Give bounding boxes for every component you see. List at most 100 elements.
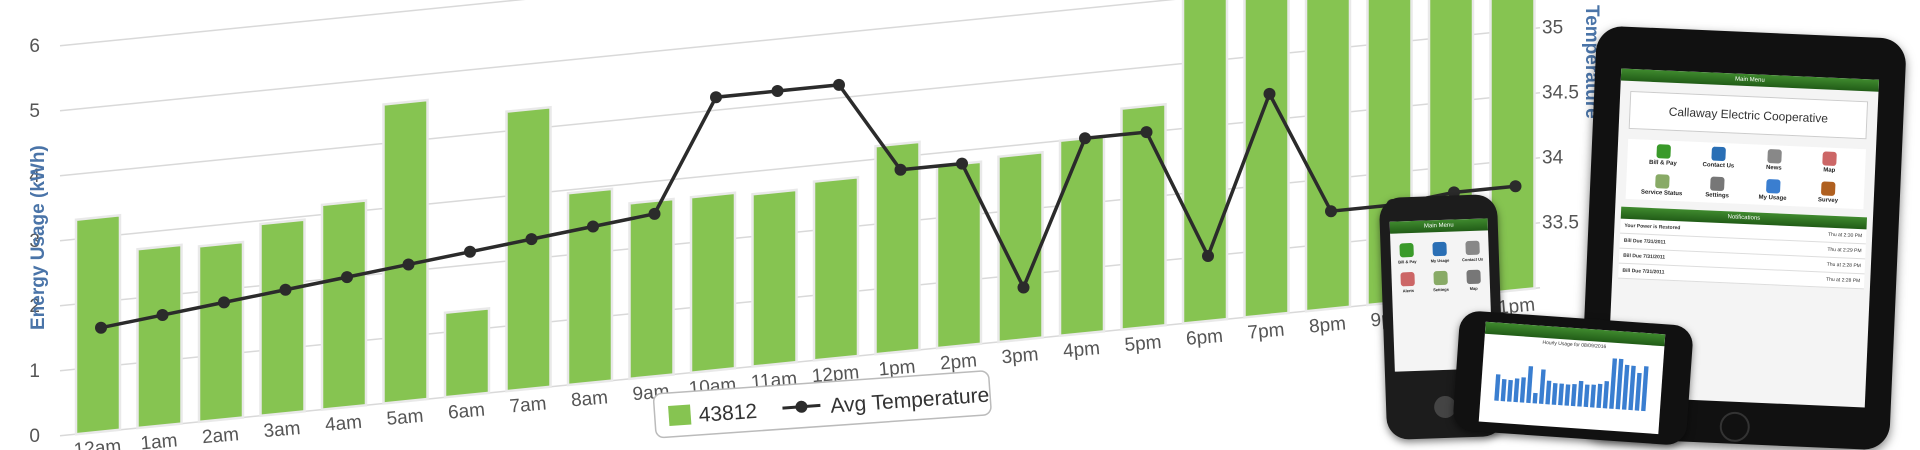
menu-item-label: Map bbox=[1469, 285, 1478, 292]
temperature-point-3am bbox=[279, 283, 292, 296]
tablet-menu-grid: Bill & Pay Contact Us News Map Service Statu… bbox=[1625, 138, 1866, 210]
y-tick-label: 1 bbox=[29, 361, 40, 382]
x-tick-label: 6pm bbox=[1185, 326, 1224, 350]
temperature-point-2am bbox=[218, 296, 230, 309]
bar-1pm bbox=[874, 140, 921, 356]
news-icon bbox=[1767, 148, 1782, 164]
y-tick-label: 3 bbox=[29, 231, 40, 252]
temperature-point-4am bbox=[341, 271, 353, 284]
menu-item-survey[interactable]: Survey bbox=[1802, 181, 1854, 205]
temperature-point-7pm bbox=[1263, 87, 1276, 100]
bar-8am bbox=[566, 187, 614, 387]
mini-bar bbox=[1551, 383, 1558, 405]
temperature-point-2pm bbox=[956, 157, 968, 170]
settings-icon bbox=[1710, 176, 1725, 192]
y2-tick-label: 34 bbox=[1542, 148, 1564, 169]
x-tick-label: 4pm bbox=[1062, 338, 1101, 362]
gridline bbox=[59, 222, 1541, 372]
menu-item-bill-pay[interactable]: Bill & Pay bbox=[1394, 242, 1419, 265]
menu-item-label: Survey bbox=[1817, 197, 1839, 205]
temperature-point-4pm bbox=[1079, 132, 1091, 145]
android-menu-grid: Bill & Pay My Usage Contact Us Alerts Settin… bbox=[1390, 230, 1490, 303]
menu-item-label: Service Status bbox=[1640, 189, 1683, 198]
tablet-app-header: Main Menu bbox=[1620, 68, 1880, 92]
menu-item-label: Contact Us bbox=[1462, 256, 1484, 263]
mini-bar bbox=[1538, 369, 1546, 404]
x-tick-label: 3am bbox=[263, 418, 302, 442]
menu-item-news[interactable]: News bbox=[1748, 148, 1800, 172]
temperature-point-1pm bbox=[894, 163, 907, 176]
temperature-point-7am bbox=[525, 233, 538, 246]
menu-item-label: Bill & Pay bbox=[1648, 159, 1677, 168]
menu-item-alerts[interactable]: Alerts bbox=[1395, 271, 1420, 294]
mini-bar bbox=[1513, 378, 1520, 403]
notification-title: Bill Due 7/31/2011 bbox=[1622, 267, 1665, 276]
notification-time: Thu at 2:30 PM bbox=[1827, 231, 1863, 240]
iphone-landscape: Hourly Usage for 08/09/2016 bbox=[1452, 309, 1694, 447]
x-tick-label: 5pm bbox=[1124, 332, 1163, 356]
temperature-point-12am bbox=[95, 321, 107, 334]
mini-bar bbox=[1500, 379, 1507, 402]
bar-2am bbox=[197, 240, 245, 424]
temperature-point-5am bbox=[402, 258, 415, 271]
temperature-point-11am bbox=[771, 85, 784, 98]
x-tick-label: 4am bbox=[324, 412, 363, 436]
x-tick-label: 8am bbox=[570, 387, 609, 411]
map-icon bbox=[1822, 151, 1838, 167]
x-tick-label: 5am bbox=[386, 406, 425, 430]
mini-bar bbox=[1558, 383, 1564, 406]
bar-4pm bbox=[1058, 135, 1106, 338]
temperature-point-10am bbox=[710, 91, 722, 104]
menu-item-my-usage[interactable]: My Usage bbox=[1747, 178, 1799, 202]
bar-11am bbox=[751, 188, 798, 368]
mini-bar bbox=[1641, 366, 1649, 412]
menu-item-contact-us[interactable]: Contact Us bbox=[1460, 240, 1485, 262]
gridlines bbox=[59, 0, 1541, 437]
bar-12pm bbox=[812, 175, 860, 362]
x-tick-label: 6am bbox=[447, 400, 486, 424]
y-tick-label: 2 bbox=[29, 296, 40, 317]
temperature-line bbox=[100, 83, 1516, 330]
bar-series bbox=[74, 0, 1536, 436]
menu-item-bill-pay[interactable]: Bill & Pay bbox=[1637, 143, 1689, 167]
bar-7pm bbox=[1243, 0, 1290, 319]
menu-item-service-status[interactable]: Service Status bbox=[1636, 173, 1688, 197]
mini-bar bbox=[1545, 380, 1552, 405]
gridline bbox=[59, 287, 1541, 437]
chart-legend: 43812 Avg Temperature bbox=[652, 370, 992, 439]
mini-bar bbox=[1519, 377, 1526, 403]
notification-time: Thu at 2:29 PM bbox=[1827, 246, 1862, 255]
x-tick-label: 8pm bbox=[1308, 313, 1347, 337]
temperature-point-11pm bbox=[1509, 180, 1522, 193]
x-axis-ticks: 12am 1am 2am 3am 4am 5am 6am 7am 8am 9am 10am 11am 1… bbox=[73, 295, 1536, 450]
bar-10am bbox=[689, 191, 737, 375]
menu-item-my-usage[interactable]: My Usage bbox=[1427, 241, 1452, 264]
mini-bar bbox=[1615, 358, 1624, 410]
mini-bar bbox=[1494, 374, 1501, 401]
x-tick-label: 7pm bbox=[1247, 320, 1286, 344]
x-tick-label: 3pm bbox=[1001, 344, 1040, 368]
legend-box bbox=[652, 370, 992, 439]
bar-4am bbox=[320, 199, 368, 411]
brand-banner: Callaway Electric Cooperative bbox=[1628, 90, 1869, 140]
x-tick-label: 2am bbox=[201, 424, 240, 448]
menu-item-map[interactable]: Map bbox=[1803, 151, 1855, 175]
menu-item-label: Alerts bbox=[1402, 287, 1415, 294]
menu-item-label: Contact Us bbox=[1702, 162, 1735, 170]
service-status-icon bbox=[1654, 174, 1670, 189]
mini-bar bbox=[1590, 384, 1596, 408]
bar-6am bbox=[443, 307, 491, 399]
menu-item-map[interactable]: Map bbox=[1461, 269, 1486, 291]
y-tick-label: 4 bbox=[29, 166, 40, 187]
menu-item-label: News bbox=[1765, 164, 1782, 172]
menu-item-settings[interactable]: Settings bbox=[1691, 176, 1743, 200]
notification-title: Bill Due 7/31/2011 bbox=[1623, 237, 1666, 246]
y-axis-ticks: 0 1 2 3 4 5 6 bbox=[29, 36, 40, 447]
bar-5pm bbox=[1120, 102, 1167, 332]
notification-time: Thu at 2:28 PM bbox=[1826, 261, 1862, 270]
mini-bar bbox=[1532, 392, 1538, 404]
menu-item-settings[interactable]: Settings bbox=[1428, 270, 1453, 293]
menu-item-contact-us[interactable]: Contact Us bbox=[1693, 146, 1745, 170]
